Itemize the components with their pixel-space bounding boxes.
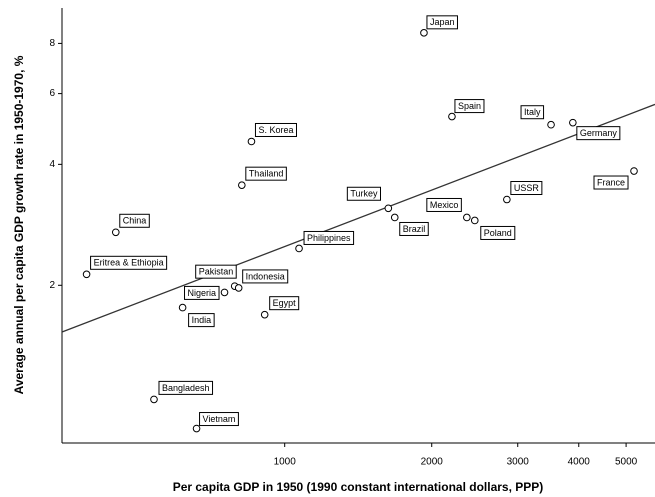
label-box [90, 255, 168, 270]
x-tick-label: 2000 [421, 457, 444, 468]
point-label: India [192, 315, 212, 325]
label-box [199, 412, 239, 427]
label-box [242, 269, 289, 284]
x-tick-label: 1000 [274, 457, 297, 468]
point-label: Egypt [273, 298, 297, 308]
point-label: Pakistan [199, 267, 234, 277]
point [384, 204, 393, 213]
point [420, 29, 428, 37]
label-box [426, 197, 462, 212]
point-label: Japan [430, 17, 455, 27]
point-label: Germany [580, 128, 618, 138]
point-label: Vietnam [203, 414, 236, 424]
point [150, 395, 158, 404]
point-label: Indonesia [246, 271, 285, 281]
label-box [593, 175, 629, 190]
point-label: Brazil [403, 224, 426, 234]
label-box [119, 213, 150, 228]
label-box [269, 296, 300, 311]
point-label: Nigeria [188, 288, 217, 298]
point-label: S. Korea [258, 125, 293, 135]
point-label: Eritrea & Ethiopia [94, 258, 164, 268]
y-tick-label: 8 [49, 38, 55, 49]
point-label: Thailand [249, 169, 284, 179]
point-label: USSR [514, 183, 540, 193]
point [295, 244, 303, 253]
label-box [454, 99, 485, 114]
point [470, 216, 479, 225]
point [630, 167, 638, 175]
point [390, 213, 399, 222]
x-axis-title: Per capita GDP in 1950 (1990 constant in… [173, 480, 544, 494]
label-box [426, 15, 458, 30]
point [547, 120, 555, 129]
point [111, 228, 120, 237]
label-box [188, 313, 215, 328]
point [82, 270, 91, 279]
point-label: Bangladesh [162, 383, 210, 393]
y-tick-label: 2 [49, 280, 55, 291]
point-label: Turkey [350, 189, 378, 199]
point-label: Mexico [430, 200, 459, 210]
label-box [303, 230, 355, 245]
point-label: Italy [524, 107, 541, 117]
label-box [254, 122, 297, 137]
point [503, 195, 511, 204]
point [178, 303, 187, 312]
x-tick-label: 4000 [568, 457, 591, 468]
point-label: France [597, 177, 625, 187]
point [247, 137, 256, 146]
x-tick-label: 3000 [507, 457, 530, 468]
point-label: Spain [458, 101, 481, 111]
point [192, 424, 201, 433]
label-box [576, 126, 621, 141]
point [463, 213, 471, 222]
label-box [510, 181, 543, 196]
point [220, 288, 229, 297]
point-label: Philippines [307, 233, 351, 243]
y-tick-label: 6 [49, 88, 55, 99]
label-box [346, 186, 382, 201]
y-axis-title: Average annual per capita GDP growth rat… [12, 55, 26, 394]
label-box [245, 166, 287, 181]
fit-line [61, 103, 655, 333]
label-box [520, 105, 545, 120]
label-box [480, 225, 516, 240]
point [234, 284, 243, 292]
point [260, 310, 269, 319]
point [448, 112, 456, 121]
point-label: China [123, 216, 147, 226]
point [569, 118, 577, 127]
label-box [399, 221, 429, 236]
label-box [195, 264, 237, 279]
x-tick-label: 5000 [615, 457, 638, 468]
label-box [184, 285, 220, 300]
y-tick-label: 4 [49, 159, 55, 170]
point [238, 181, 246, 189]
label-box [158, 380, 214, 395]
point-label: Poland [484, 228, 512, 238]
